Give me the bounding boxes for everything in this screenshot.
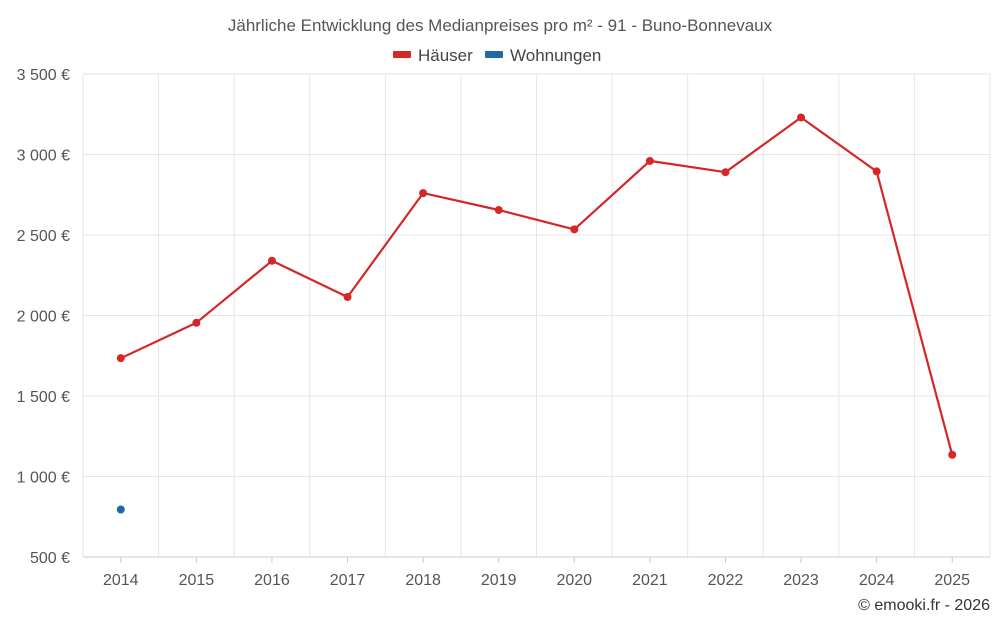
data-point-haeuser[interactable] xyxy=(192,318,201,327)
data-point-wohnungen[interactable] xyxy=(116,505,125,514)
x-tick-label: 2014 xyxy=(103,572,139,589)
legend-label-haeuser: Häuser xyxy=(418,46,473,65)
data-point-haeuser[interactable] xyxy=(343,292,352,301)
grid xyxy=(82,73,991,557)
x-tick-label: 2022 xyxy=(708,572,744,589)
data-point-haeuser[interactable] xyxy=(645,156,654,165)
data-point-haeuser[interactable] xyxy=(721,168,730,177)
legend-label-wohnungen: Wohnungen xyxy=(510,46,601,65)
data-point-haeuser[interactable] xyxy=(797,113,806,122)
x-tick-label: 2020 xyxy=(556,572,592,589)
chart-title: Jährliche Entwicklung des Medianpreises … xyxy=(228,16,773,35)
legend-item-haeuser[interactable]: Häuser xyxy=(393,46,473,65)
data-point-haeuser[interactable] xyxy=(116,354,125,363)
series xyxy=(116,113,957,514)
y-tick-label: 2 000 € xyxy=(17,309,70,326)
legend-swatch-haeuser xyxy=(393,51,411,58)
x-axis: 2014 2015 2016 2017 2018 2019 2020 2021 2022 2023… xyxy=(83,556,990,589)
data-point-haeuser[interactable] xyxy=(267,256,276,265)
series-line-haeuser xyxy=(120,116,954,456)
y-tick-label: 2 500 € xyxy=(17,228,70,245)
x-tick-label: 2019 xyxy=(481,572,517,589)
y-tick-label: 3 000 € xyxy=(17,148,70,165)
y-tick-label: 500 € xyxy=(30,550,70,567)
data-point-haeuser[interactable] xyxy=(570,225,579,234)
y-tick-label: 3 500 € xyxy=(17,67,70,84)
y-tick-label: 1 500 € xyxy=(17,389,70,406)
data-point-haeuser[interactable] xyxy=(419,189,428,198)
data-point-haeuser[interactable] xyxy=(948,450,957,459)
legend: Häuser Wohnungen xyxy=(393,46,601,65)
x-tick-label: 2016 xyxy=(254,572,290,589)
y-tick-label: 1 000 € xyxy=(17,470,70,487)
x-tick-label: 2024 xyxy=(859,572,895,589)
x-tick-label: 2023 xyxy=(783,572,819,589)
data-point-haeuser[interactable] xyxy=(494,206,503,215)
y-axis: 500 € 1 000 € 1 500 € 2 000 € 2 500 € 3 000 €… xyxy=(17,67,70,567)
x-tick-label: 2015 xyxy=(179,572,215,589)
data-point-haeuser[interactable] xyxy=(872,167,881,176)
x-tick-label: 2025 xyxy=(934,572,970,589)
x-tick-label: 2018 xyxy=(405,572,441,589)
credit-text: © emooki.fr - 2026 xyxy=(858,597,990,614)
x-tick-label: 2021 xyxy=(632,572,668,589)
legend-swatch-wohnungen xyxy=(485,51,503,58)
legend-item-wohnungen[interactable]: Wohnungen xyxy=(485,46,601,65)
x-tick-label: 2017 xyxy=(330,572,366,589)
